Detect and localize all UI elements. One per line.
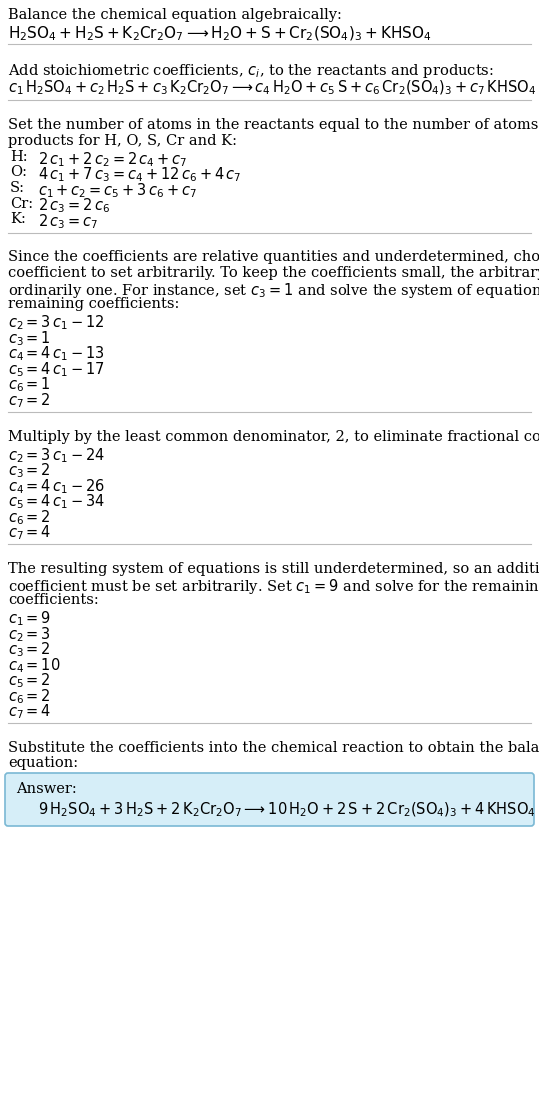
Text: $4\,c_1 + 7\,c_3 = c_4 + 12\,c_6 + 4\,c_7$: $4\,c_1 + 7\,c_3 = c_4 + 12\,c_6 + 4\,c_… [38, 165, 241, 184]
Text: Since the coefficients are relative quantities and underdetermined, choose a: Since the coefficients are relative quan… [8, 250, 539, 265]
Text: $\mathrm{H_2SO_4 + H_2S + K_2Cr_2O_7 \longrightarrow H_2O + S + Cr_2(SO_4)_3 + K: $\mathrm{H_2SO_4 + H_2S + K_2Cr_2O_7 \lo… [8, 24, 432, 43]
FancyBboxPatch shape [5, 773, 534, 826]
Text: $2\,c_3 = 2\,c_6$: $2\,c_3 = 2\,c_6$ [38, 196, 110, 215]
Text: Multiply by the least common denominator, 2, to eliminate fractional coefficient: Multiply by the least common denominator… [8, 429, 539, 443]
Text: coefficient to set arbitrarily. To keep the coefficients small, the arbitrary va: coefficient to set arbitrarily. To keep … [8, 266, 539, 280]
Text: $c_6 = 1$: $c_6 = 1$ [8, 375, 51, 394]
Text: $c_5 = 4\,c_1 - 17$: $c_5 = 4\,c_1 - 17$ [8, 360, 105, 378]
Text: $9\,\mathrm{H_2SO_4} + 3\,\mathrm{H_2S} + 2\,\mathrm{K_2Cr_2O_7} \longrightarrow: $9\,\mathrm{H_2SO_4} + 3\,\mathrm{H_2S} … [38, 801, 536, 818]
Text: $c_4 = 4\,c_1 - 26$: $c_4 = 4\,c_1 - 26$ [8, 476, 105, 495]
Text: $c_7 = 2$: $c_7 = 2$ [8, 390, 51, 409]
Text: Substitute the coefficients into the chemical reaction to obtain the balanced: Substitute the coefficients into the che… [8, 741, 539, 754]
Text: $c_4 = 10$: $c_4 = 10$ [8, 656, 60, 675]
Text: coefficient must be set arbitrarily. Set $c_1 = 9$ and solve for the remaining: coefficient must be set arbitrarily. Set… [8, 578, 539, 597]
Text: $c_4 = 4\,c_1 - 13$: $c_4 = 4\,c_1 - 13$ [8, 344, 105, 363]
Text: $c_3 = 2$: $c_3 = 2$ [8, 641, 51, 660]
Text: coefficients:: coefficients: [8, 593, 99, 607]
Text: K:: K: [10, 212, 26, 226]
Text: $c_2 = 3\,c_1 - 24$: $c_2 = 3\,c_1 - 24$ [8, 446, 105, 464]
Text: $c_3 = 1$: $c_3 = 1$ [8, 329, 51, 347]
Text: The resulting system of equations is still underdetermined, so an additional: The resulting system of equations is sti… [8, 563, 539, 576]
Text: ordinarily one. For instance, set $c_3 = 1$ and solve the system of equations fo: ordinarily one. For instance, set $c_3 =… [8, 281, 539, 300]
Text: $c_7 = 4$: $c_7 = 4$ [8, 703, 51, 721]
Text: Answer:: Answer: [16, 782, 77, 796]
Text: $2\,c_1 + 2\,c_2 = 2\,c_4 + c_7$: $2\,c_1 + 2\,c_2 = 2\,c_4 + c_7$ [38, 150, 188, 169]
Text: $c_2 = 3\,c_1 - 12$: $c_2 = 3\,c_1 - 12$ [8, 313, 105, 332]
Text: H:: H: [10, 150, 27, 164]
Text: $c_1 = 9$: $c_1 = 9$ [8, 610, 51, 629]
Text: $c_1\,\mathrm{H_2SO_4} + c_2\,\mathrm{H_2S} + c_3\,\mathrm{K_2Cr_2O_7} \longrigh: $c_1\,\mathrm{H_2SO_4} + c_2\,\mathrm{H_… [8, 78, 536, 97]
Text: $c_1 + c_2 = c_5 + 3\,c_6 + c_7$: $c_1 + c_2 = c_5 + 3\,c_6 + c_7$ [38, 181, 197, 200]
Text: $2\,c_3 = c_7$: $2\,c_3 = c_7$ [38, 212, 98, 231]
Text: remaining coefficients:: remaining coefficients: [8, 297, 179, 311]
Text: S:: S: [10, 181, 25, 195]
Text: Set the number of atoms in the reactants equal to the number of atoms in the: Set the number of atoms in the reactants… [8, 118, 539, 132]
Text: equation:: equation: [8, 757, 78, 771]
Text: $c_5 = 4\,c_1 - 34$: $c_5 = 4\,c_1 - 34$ [8, 493, 105, 511]
Text: $c_6 = 2$: $c_6 = 2$ [8, 687, 51, 706]
Text: $c_7 = 4$: $c_7 = 4$ [8, 524, 51, 543]
Text: Balance the chemical equation algebraically:: Balance the chemical equation algebraica… [8, 8, 342, 22]
Text: Cr:: Cr: [10, 196, 33, 211]
Text: $c_3 = 2$: $c_3 = 2$ [8, 461, 51, 480]
Text: O:: O: [10, 165, 27, 180]
Text: products for H, O, S, Cr and K:: products for H, O, S, Cr and K: [8, 133, 237, 148]
Text: $c_5 = 2$: $c_5 = 2$ [8, 672, 51, 690]
Text: Add stoichiometric coefficients, $c_i$, to the reactants and products:: Add stoichiometric coefficients, $c_i$, … [8, 62, 494, 81]
Text: $c_6 = 2$: $c_6 = 2$ [8, 508, 51, 527]
Text: $c_2 = 3$: $c_2 = 3$ [8, 625, 51, 644]
